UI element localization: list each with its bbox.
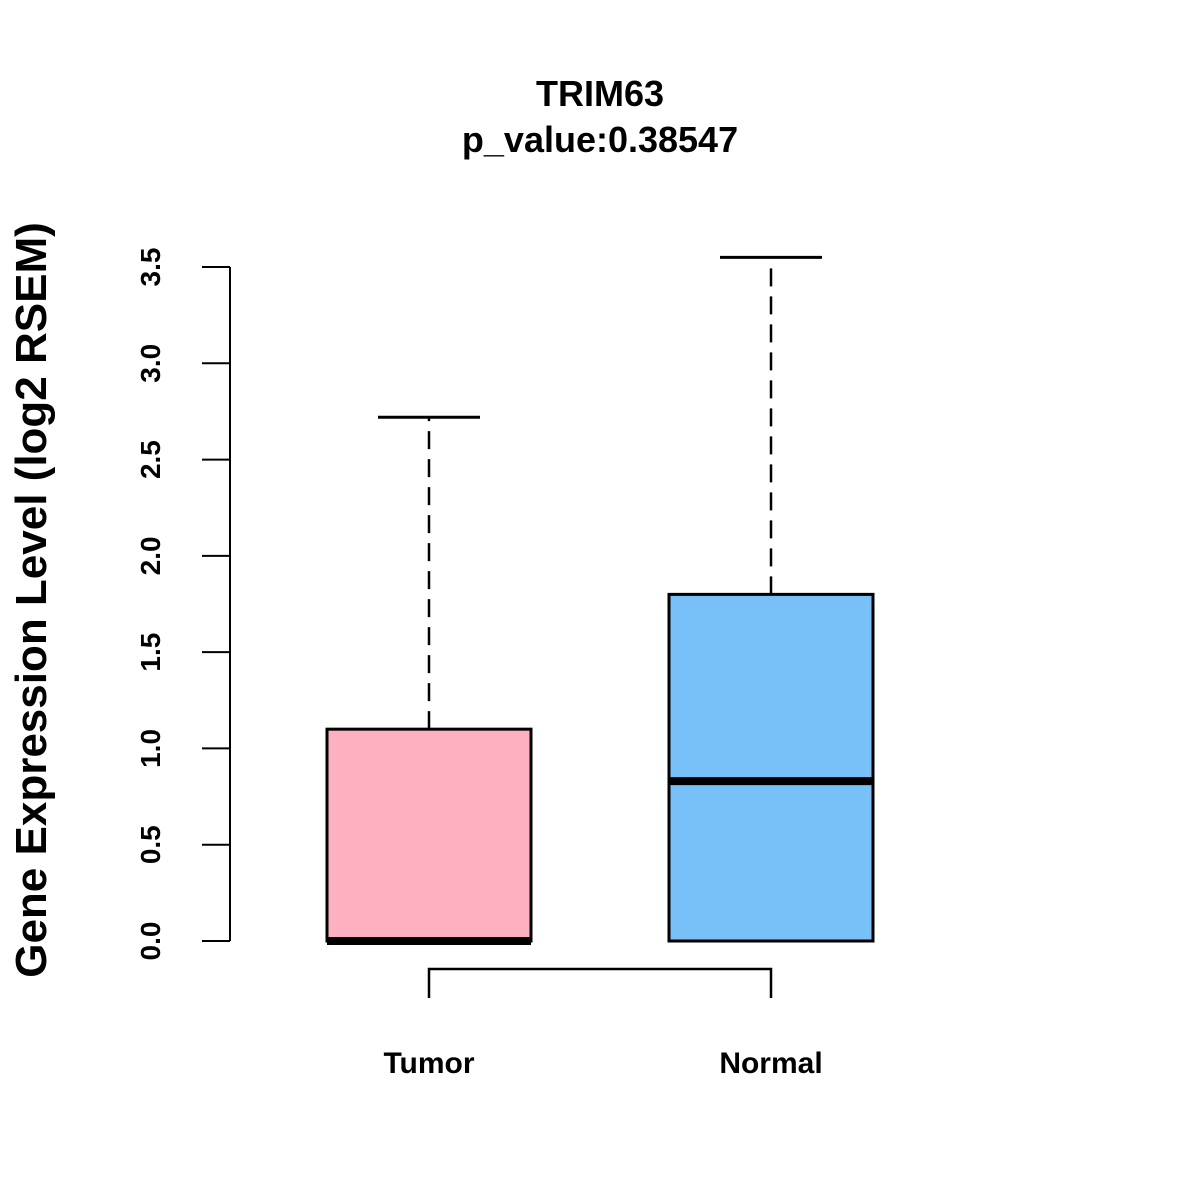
y-tick-label: 0.0: [135, 922, 166, 961]
y-axis: 0.0 0.5 1.0 1.5 2.0 2.5 3.0 3.5: [135, 248, 231, 961]
y-tick-label: 1.0: [135, 729, 166, 768]
chart-subtitle: p_value:0.38547: [462, 119, 738, 160]
bracket-line: [427, 967, 773, 998]
comparison-bracket: [427, 967, 773, 998]
box-body: [667, 592, 875, 943]
x-category-label: Normal: [719, 1047, 822, 1080]
chart-title: TRIM63: [536, 73, 664, 114]
y-tick-label: 0.5: [135, 825, 166, 864]
y-tick-label: 3.5: [135, 248, 166, 287]
box-tumor: [325, 415, 533, 945]
box-body: [325, 727, 533, 943]
y-tick-label: 2.5: [135, 440, 166, 479]
y-tick-label: 2.0: [135, 536, 166, 575]
x-axis-categories: Tumor Normal: [383, 1047, 822, 1080]
y-axis-label: Gene Expression Level (log2 RSEM): [7, 222, 56, 978]
box-normal: [667, 255, 875, 943]
x-category-label: Tumor: [383, 1047, 474, 1080]
y-tick-label: 3.0: [135, 344, 166, 383]
y-tick-label: 1.5: [135, 633, 166, 672]
boxes: [325, 255, 875, 945]
